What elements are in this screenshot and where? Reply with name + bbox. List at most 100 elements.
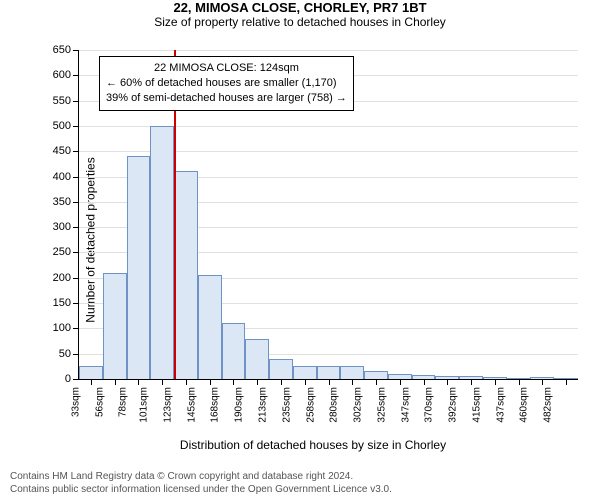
y-tick-label: 200	[53, 272, 71, 284]
x-tick	[91, 379, 92, 385]
histogram-bar	[127, 156, 151, 379]
histogram-bar	[269, 359, 293, 379]
callout-box: 22 MIMOSA CLOSE: 124sqm ← 60% of detache…	[99, 56, 354, 111]
y-tick-label: 650	[53, 44, 71, 56]
x-tick-label: 482sqm	[543, 387, 554, 423]
y-tick	[73, 227, 79, 228]
y-tick	[73, 75, 79, 76]
x-tick	[210, 379, 211, 385]
y-tick	[73, 202, 79, 203]
x-tick-label: 415sqm	[472, 387, 483, 423]
credit-line-1: Contains HM Land Registry data © Crown c…	[10, 470, 392, 483]
histogram-bar	[150, 126, 174, 379]
x-tick-label: 460sqm	[519, 387, 530, 423]
y-tick	[73, 177, 79, 178]
histogram-bar	[435, 376, 459, 379]
chart-container: Number of detached properties 22 MIMOSA …	[48, 50, 578, 430]
x-tick-label: 302sqm	[353, 387, 364, 423]
x-tick	[471, 379, 472, 385]
y-tick-label: 50	[59, 348, 71, 360]
histogram-bar	[103, 273, 127, 379]
x-tick	[329, 379, 330, 385]
y-tick	[73, 151, 79, 152]
histogram-bar	[554, 378, 578, 379]
y-tick-label: 550	[53, 95, 71, 107]
x-tick	[162, 379, 163, 385]
x-tick-label: 78sqm	[118, 387, 129, 417]
x-tick	[186, 379, 187, 385]
x-tick	[542, 379, 543, 385]
histogram-bar	[174, 171, 198, 379]
x-tick	[400, 379, 401, 385]
x-tick-label: 235sqm	[281, 387, 292, 423]
x-tick	[424, 379, 425, 385]
y-tick-label: 0	[65, 373, 71, 385]
x-tick	[519, 379, 520, 385]
histogram-bar	[293, 366, 317, 379]
chart-subtitle: Size of property relative to detached ho…	[0, 15, 600, 29]
y-tick-label: 600	[53, 69, 71, 81]
x-tick-label: 437sqm	[495, 387, 506, 423]
x-tick	[495, 379, 496, 385]
histogram-bar	[222, 323, 246, 379]
histogram-bar	[364, 371, 388, 379]
histogram-bar	[317, 366, 341, 379]
x-tick-label: 33sqm	[70, 387, 81, 417]
histogram-bar	[459, 376, 483, 379]
y-tick	[73, 379, 79, 380]
y-tick-label: 400	[53, 171, 71, 183]
x-tick	[281, 379, 282, 385]
y-tick	[73, 328, 79, 329]
histogram-bar	[79, 366, 103, 379]
x-tick-label: 325sqm	[376, 387, 387, 423]
histogram-bar	[245, 339, 269, 379]
x-tick	[305, 379, 306, 385]
histogram-bar	[340, 366, 364, 379]
grid-line	[79, 50, 578, 51]
y-tick	[73, 126, 79, 127]
x-tick	[115, 379, 116, 385]
x-tick-label: 56sqm	[94, 387, 105, 417]
callout-line-2: ← 60% of detached houses are smaller (1,…	[106, 76, 347, 91]
x-tick-label: 168sqm	[210, 387, 221, 423]
histogram-bar	[507, 378, 531, 379]
y-tick-label: 450	[53, 145, 71, 157]
x-tick	[447, 379, 448, 385]
y-tick-label: 100	[53, 322, 71, 334]
callout-line-1: 22 MIMOSA CLOSE: 124sqm	[106, 61, 347, 76]
y-tick-label: 500	[53, 120, 71, 132]
callout-line-3: 39% of semi-detached houses are larger (…	[106, 91, 347, 106]
x-tick	[138, 379, 139, 385]
x-tick-label: 280sqm	[329, 387, 340, 423]
y-tick	[73, 354, 79, 355]
histogram-bar	[198, 275, 222, 379]
y-tick-label: 150	[53, 297, 71, 309]
chart-title: 22, MIMOSA CLOSE, CHORLEY, PR7 1BT	[0, 0, 600, 15]
y-tick-label: 250	[53, 246, 71, 258]
x-tick-label: 190sqm	[234, 387, 245, 423]
x-tick	[566, 379, 567, 385]
y-tick	[73, 278, 79, 279]
x-tick	[257, 379, 258, 385]
histogram-bar	[483, 377, 507, 379]
y-tick	[73, 303, 79, 304]
x-tick-label: 101sqm	[139, 387, 150, 423]
x-tick-label: 123sqm	[163, 387, 174, 423]
plot-area: 22 MIMOSA CLOSE: 124sqm ← 60% of detache…	[78, 50, 578, 380]
x-tick	[233, 379, 234, 385]
x-tick-label: 258sqm	[305, 387, 316, 423]
x-tick-label: 145sqm	[186, 387, 197, 423]
y-tick-label: 350	[53, 196, 71, 208]
x-tick	[352, 379, 353, 385]
y-tick-label: 300	[53, 221, 71, 233]
credits: Contains HM Land Registry data © Crown c…	[10, 470, 392, 496]
credit-line-2: Contains public sector information licen…	[10, 483, 392, 496]
y-tick	[73, 50, 79, 51]
x-axis-label: Distribution of detached houses by size …	[180, 438, 446, 452]
histogram-bar	[530, 377, 554, 379]
x-tick-label: 392sqm	[448, 387, 459, 423]
histogram-bar	[412, 375, 436, 379]
y-tick	[73, 252, 79, 253]
x-tick-label: 213sqm	[258, 387, 269, 423]
histogram-bar	[388, 374, 412, 379]
